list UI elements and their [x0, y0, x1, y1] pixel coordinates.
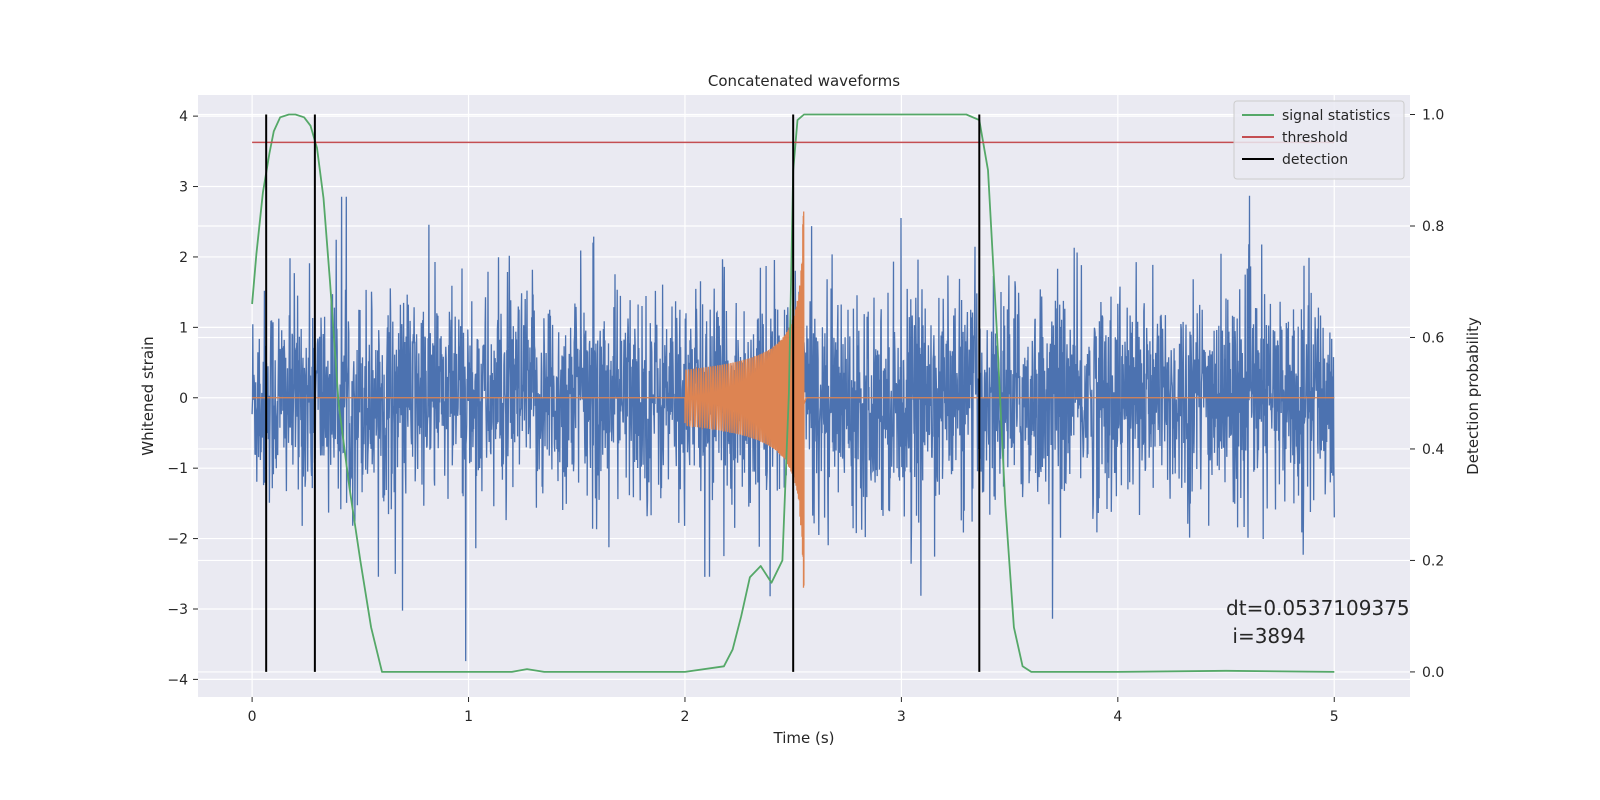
y-tick-label: −4 [167, 672, 188, 688]
y-tick-label: −3 [167, 602, 188, 618]
legend-entry-label: detection [1282, 152, 1348, 168]
annotation-dt: dt=0.0537109375 [1226, 596, 1410, 620]
x-tick-label: 4 [1113, 709, 1122, 725]
x-tick-label: 0 [248, 709, 257, 725]
y2-tick-label: 0.6 [1422, 330, 1444, 346]
y-tick-label: 0 [179, 391, 188, 407]
chart-title: Concatenated waveforms [708, 72, 900, 90]
y-tick-label: 3 [179, 180, 188, 196]
y2-tick-label: 0.8 [1422, 219, 1444, 235]
signal-statistics-line [251, 113, 1335, 673]
y-axis-label: Whitened strain [139, 336, 157, 455]
axes: 0 1 2 3 4 5 −4 −3 −2 −1 0 1 2 3 4 0.0 0.2 0.4 0.6 0.8 1.0 [167, 108, 1444, 725]
y-tick-label: 4 [179, 109, 188, 125]
legend: signal statistics threshold detection [1233, 100, 1405, 180]
legend-box [1233, 100, 1405, 180]
annotation-index: i=3894 [1226, 624, 1306, 648]
y-tick-label: 1 [179, 320, 188, 336]
x-tick-label: 1 [464, 709, 473, 725]
legend-entry-label: threshold [1282, 130, 1348, 146]
y2-tick-label: 1.0 [1422, 108, 1444, 124]
y-tick-label: 2 [179, 250, 188, 266]
y-tick-label: −2 [167, 532, 188, 548]
traces [251, 113, 1335, 673]
x-axis-label: Time (s) [773, 729, 835, 747]
x-tick-label: 5 [1330, 709, 1339, 725]
x-tick-label: 3 [897, 709, 906, 725]
y-tick-label: −1 [167, 461, 188, 477]
y2-tick-label: 0.0 [1422, 665, 1444, 681]
x-tick-label: 2 [681, 709, 690, 725]
chirp-waveform-line [252, 211, 1335, 588]
y2-tick-label: 0.4 [1422, 442, 1444, 458]
y2-axis-label: Detection probability [1464, 317, 1482, 475]
y2-tick-label: 0.2 [1422, 553, 1444, 569]
legend-entry-label: signal statistics [1282, 108, 1390, 124]
